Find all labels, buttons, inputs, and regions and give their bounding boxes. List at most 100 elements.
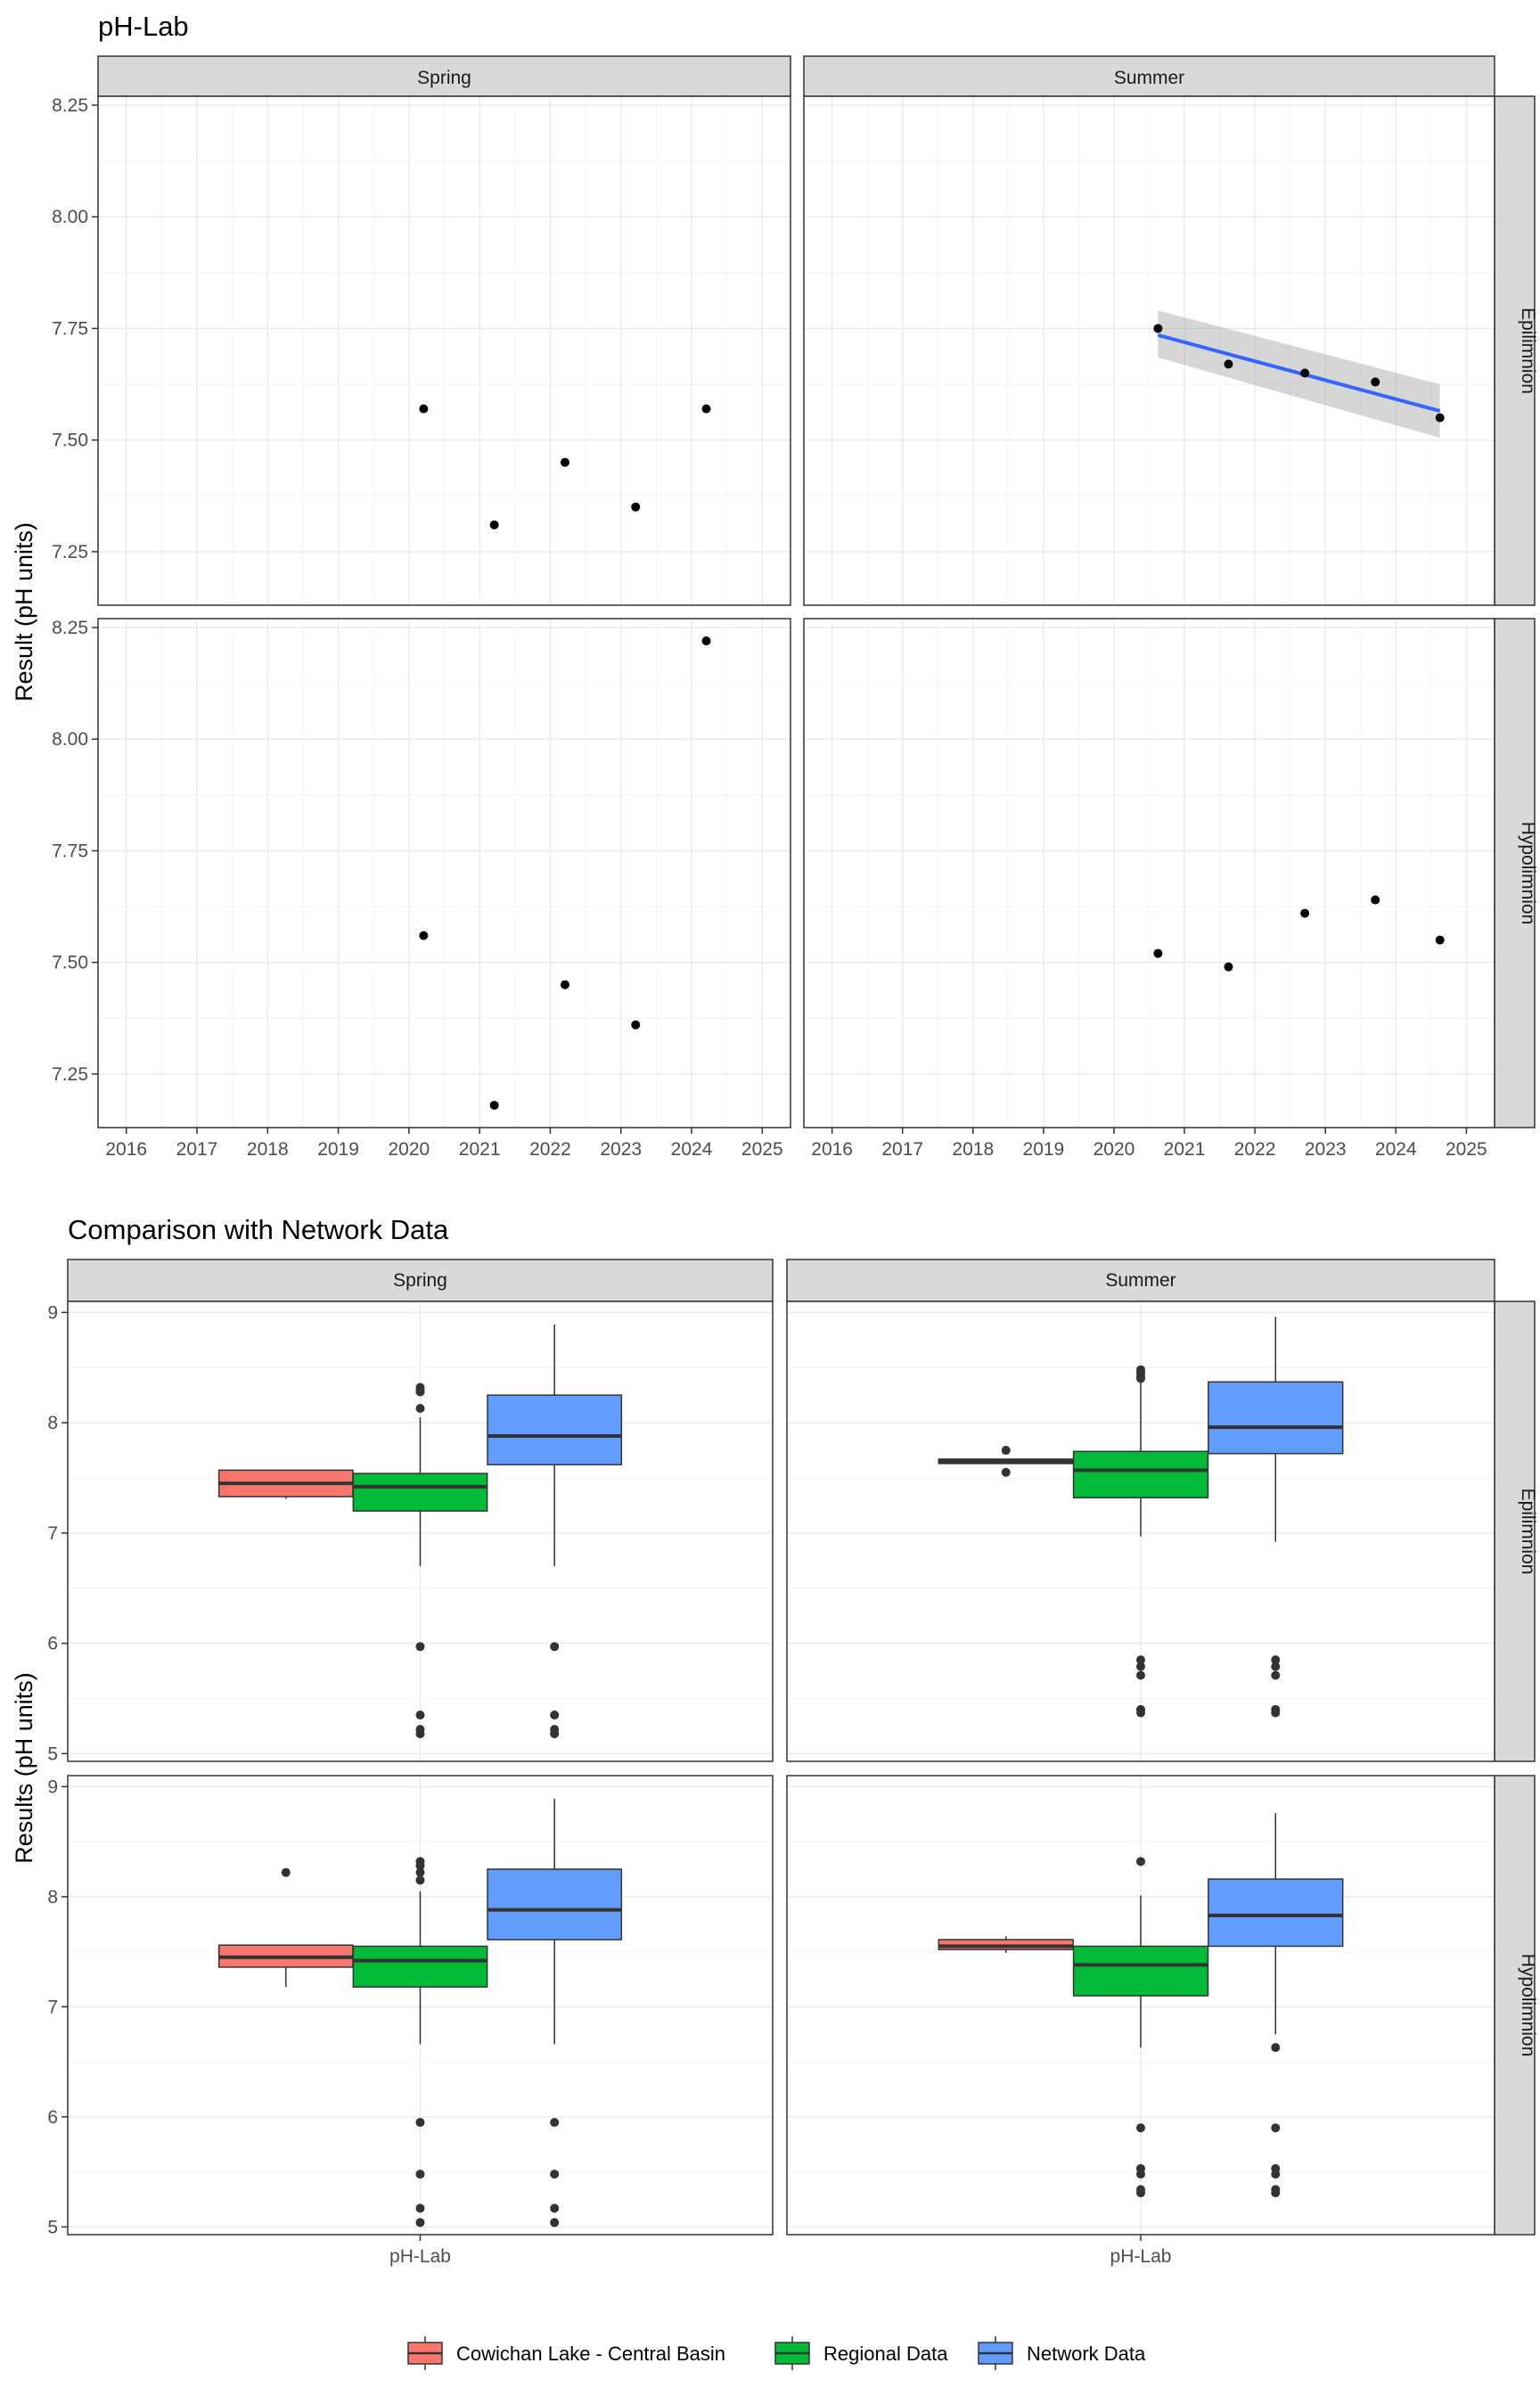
box-regional-data: [1072, 1857, 1209, 2198]
y-tick-label: 7: [47, 1997, 58, 2017]
x-tick-label: 2023: [1305, 1139, 1347, 1160]
outlier-point: [1136, 1655, 1145, 1665]
panel-summer-epilimnion: [803, 95, 1495, 606]
strip-label-summer: Summer: [1114, 68, 1184, 88]
y-tick-label: 7.25: [52, 1064, 88, 1085]
data-point: [489, 520, 499, 529]
outlier-point: [1271, 2043, 1281, 2053]
outlier-point: [1136, 1662, 1145, 1671]
data-point: [419, 931, 429, 940]
data-point: [701, 404, 711, 414]
data-point: [631, 502, 641, 512]
box-body: [352, 1473, 488, 1512]
strip-epilimnion: [1494, 95, 1536, 606]
strip-label-spring: Spring: [417, 68, 471, 88]
box-cowichan-lake-central-basin: [217, 1469, 354, 1499]
data-point: [1300, 368, 1310, 378]
panel-border: [803, 95, 1495, 606]
outlier-point: [1271, 1655, 1281, 1665]
x-tick-label: 2016: [811, 1139, 853, 1160]
outlier-point: [415, 2170, 425, 2179]
outlier-point: [1136, 1708, 1145, 1718]
data-point: [560, 457, 569, 467]
strip-hypolimnion: [1494, 618, 1536, 1128]
y-axis-title: Results (pH units): [11, 1672, 37, 1864]
y-tick-label: 8: [47, 1887, 58, 1908]
strip-spring: [97, 55, 791, 97]
y-tick-label: 8.00: [52, 207, 88, 227]
y-tick-label: 8.25: [52, 618, 88, 638]
y-tick-label: 5: [47, 1744, 58, 1764]
box-network-data: [1208, 1812, 1344, 2198]
outlier-point: [415, 2118, 425, 2128]
data-point: [1224, 359, 1233, 369]
box-network-data: [1208, 1317, 1344, 1718]
panel-border: [97, 95, 791, 606]
strip-label-hypolimnion: Hypolimnion: [1518, 822, 1538, 925]
chart-title: pH-Lab: [98, 11, 189, 42]
outlier-point: [281, 1867, 291, 1877]
legend-key: [978, 2336, 1013, 2370]
x-tick-label: 2016: [105, 1139, 147, 1160]
x-tick-label: pH-Lab: [1110, 2246, 1172, 2267]
data-point: [1371, 895, 1380, 905]
outlier-point: [1136, 1670, 1145, 1680]
legend: Cowichan Lake - Central Basin Regional Da…: [407, 2336, 1146, 2370]
outlier-point: [550, 2118, 560, 2128]
data-point: [1300, 908, 1310, 918]
outlier-point: [415, 2203, 425, 2213]
outlier-point: [1001, 1446, 1011, 1456]
outlier-point: [550, 1729, 560, 1739]
panel-summer-epilimnion: [786, 1301, 1495, 1762]
chart-title: Comparison with Network Data: [68, 1214, 449, 1245]
box-network-data: [487, 1798, 623, 2228]
outlier-point: [415, 1861, 425, 1871]
box-body: [1072, 1945, 1209, 1997]
box-regional-data: [352, 1857, 488, 2228]
scatter-trend-chart: pH-Lab Spring Summer Epilimnion Hypolimnion 7…: [11, 11, 1538, 1160]
x-tick-label: 2018: [247, 1139, 289, 1160]
box-body: [487, 1868, 623, 1941]
x-tick-label: 2021: [459, 1139, 501, 1160]
y-tick-label: 5: [47, 2217, 58, 2237]
outlier-point: [415, 1387, 425, 1397]
data-point: [701, 636, 711, 646]
box-network-data: [487, 1324, 623, 1739]
outlier-point: [550, 1642, 560, 1652]
box-body: [352, 1945, 488, 1988]
data-point: [631, 1020, 641, 1030]
outlier-point: [1271, 1708, 1281, 1718]
x-tick-label: 2020: [388, 1139, 430, 1160]
y-tick-label: 6: [47, 2107, 58, 2128]
panel-spring-epilimnion: [67, 1301, 774, 1762]
outlier-point: [415, 1867, 425, 1877]
x-tick-label: 2022: [1234, 1139, 1276, 1160]
box-cowichan-lake-central-basin: [217, 1867, 354, 1988]
data-point: [1224, 962, 1233, 972]
strip-epilimnion: [1494, 1301, 1536, 1762]
x-tick-label: 2020: [1094, 1139, 1135, 1160]
legend-label: Network Data: [1027, 2343, 1146, 2365]
x-tick-label: 2025: [741, 1139, 783, 1160]
data-point: [1153, 948, 1163, 958]
trend-line: [1157, 333, 1441, 414]
x-tick-label: pH-Lab: [389, 2246, 451, 2267]
panel-spring-hypolimnion: [97, 618, 791, 1128]
box-regional-data: [352, 1383, 488, 1739]
strip-label-spring: Spring: [393, 1270, 447, 1291]
x-tick-label: 2024: [1375, 1139, 1417, 1160]
box-body: [1072, 1450, 1209, 1499]
box-body: [1208, 1381, 1344, 1455]
strip-label-epilimnion: Epilimnion: [1518, 1489, 1538, 1575]
y-tick-label: 8.25: [52, 95, 88, 116]
box-body: [487, 1394, 623, 1465]
data-point: [1371, 377, 1380, 387]
box-cowichan-lake-central-basin: [938, 1936, 1074, 1953]
strip-label-hypolimnion: Hypolimnion: [1518, 1954, 1538, 2057]
box-regional-data: [1072, 1365, 1209, 1718]
outlier-point: [550, 2170, 560, 2179]
data-point: [419, 404, 429, 414]
boxplot-comparison-chart: Comparison with Network Data Spring Summer…: [11, 1214, 1538, 2370]
legend-key: [774, 2336, 810, 2370]
outlier-point: [550, 1711, 560, 1720]
